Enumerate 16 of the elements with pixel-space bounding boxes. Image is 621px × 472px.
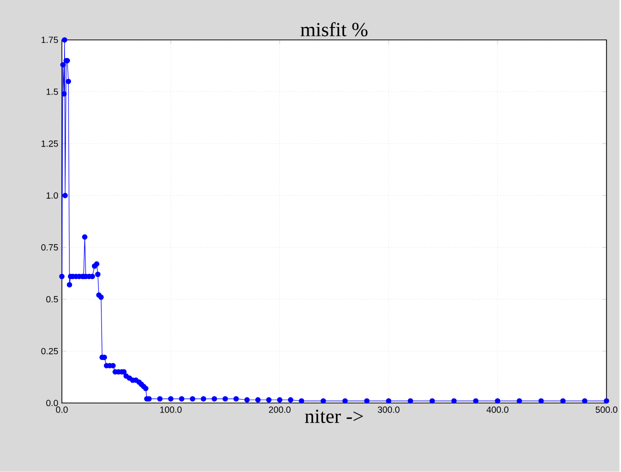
y-tick-label: 0.75 [41,244,58,251]
y-tick-label: 1.5 [46,88,58,95]
y-tick-label: 1.75 [42,36,58,44]
x-axis-title: niter -> [305,410,363,424]
y-tick-label: 0.25 [41,348,58,354]
y-tick-label: 1.0 [46,192,58,199]
x-tick-label: 0.0 [56,406,68,413]
y-tick-label: 0.5 [46,296,58,303]
x-tick-label: 300.0 [378,406,400,413]
x-tick-label: 100.0 [160,406,182,413]
y-tick-label: 0.0 [46,400,58,406]
chart-title: misfit % [300,22,368,36]
x-tick-label: 400.0 [486,406,508,413]
x-tick-label: 200.0 [268,406,291,413]
y-tick-label: 1.25 [42,140,58,147]
x-tick-label: 500.0 [596,406,618,413]
